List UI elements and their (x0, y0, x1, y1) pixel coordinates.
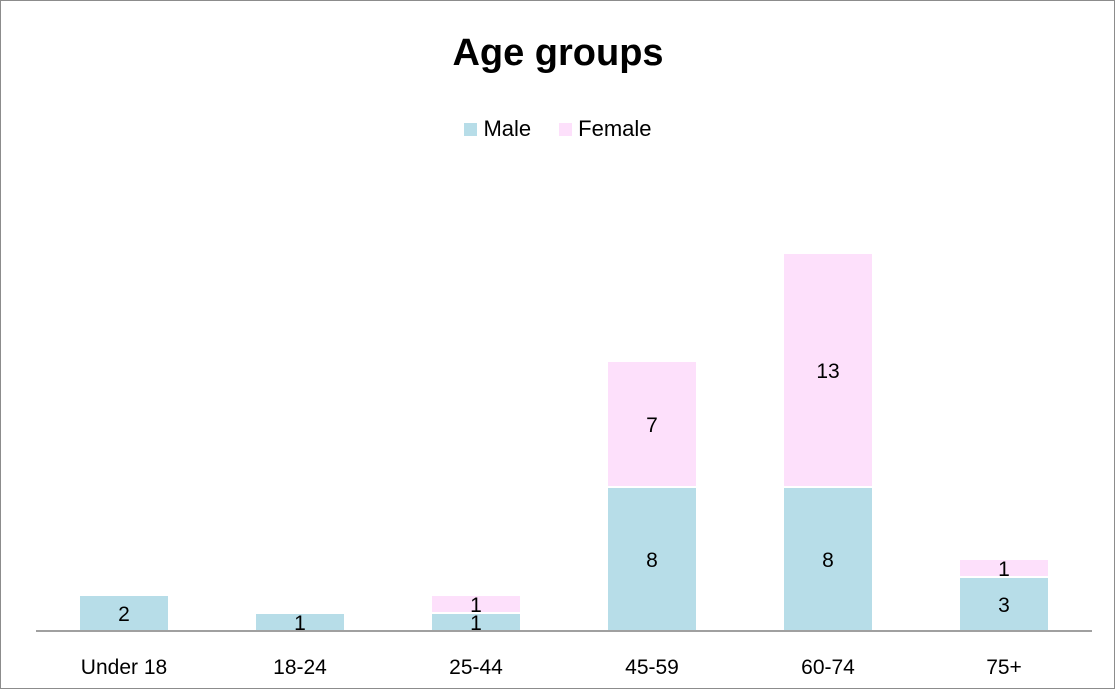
x-tick-label-4: 60-74 (801, 656, 855, 679)
legend-entry-female: Female (559, 116, 652, 142)
bar-male-3 (606, 486, 698, 632)
data-label-female-4: 13 (816, 360, 839, 383)
legend-label-female: Female (578, 116, 652, 141)
data-label-male-5: 3 (998, 594, 1010, 617)
x-tick-label-2: 25-44 (449, 656, 503, 679)
bar-male-4 (782, 486, 874, 632)
data-label-male-1: 1 (294, 612, 306, 635)
legend-label-male: Male (483, 116, 532, 141)
data-label-male-0: 2 (118, 603, 130, 626)
x-tick-label-0: Under 18 (81, 656, 167, 679)
data-label-male-4: 8 (822, 549, 834, 572)
data-label-female-3: 7 (646, 414, 658, 437)
data-label-male-3: 8 (646, 549, 658, 572)
data-label-male-2: 1 (470, 612, 482, 635)
x-tick-label-3: 45-59 (625, 656, 679, 679)
chart-legend: Male Female (0, 116, 1116, 142)
bar-female-3 (606, 360, 698, 488)
x-tick-label-5: 75+ (986, 656, 1022, 679)
legend-swatch-male (464, 122, 478, 136)
bar-female-2 (430, 594, 522, 614)
legend-entry-male: Male (464, 116, 531, 142)
legend-swatch-female (559, 122, 573, 136)
bar-female-4 (782, 252, 874, 488)
bar-female-5 (958, 558, 1050, 578)
data-label-female-2: 1 (470, 594, 482, 617)
data-label-female-5: 1 (998, 558, 1010, 581)
chart-title: Age groups (452, 32, 664, 74)
x-tick-label-1: 18-24 (273, 656, 327, 679)
bar-male-0 (78, 594, 170, 632)
